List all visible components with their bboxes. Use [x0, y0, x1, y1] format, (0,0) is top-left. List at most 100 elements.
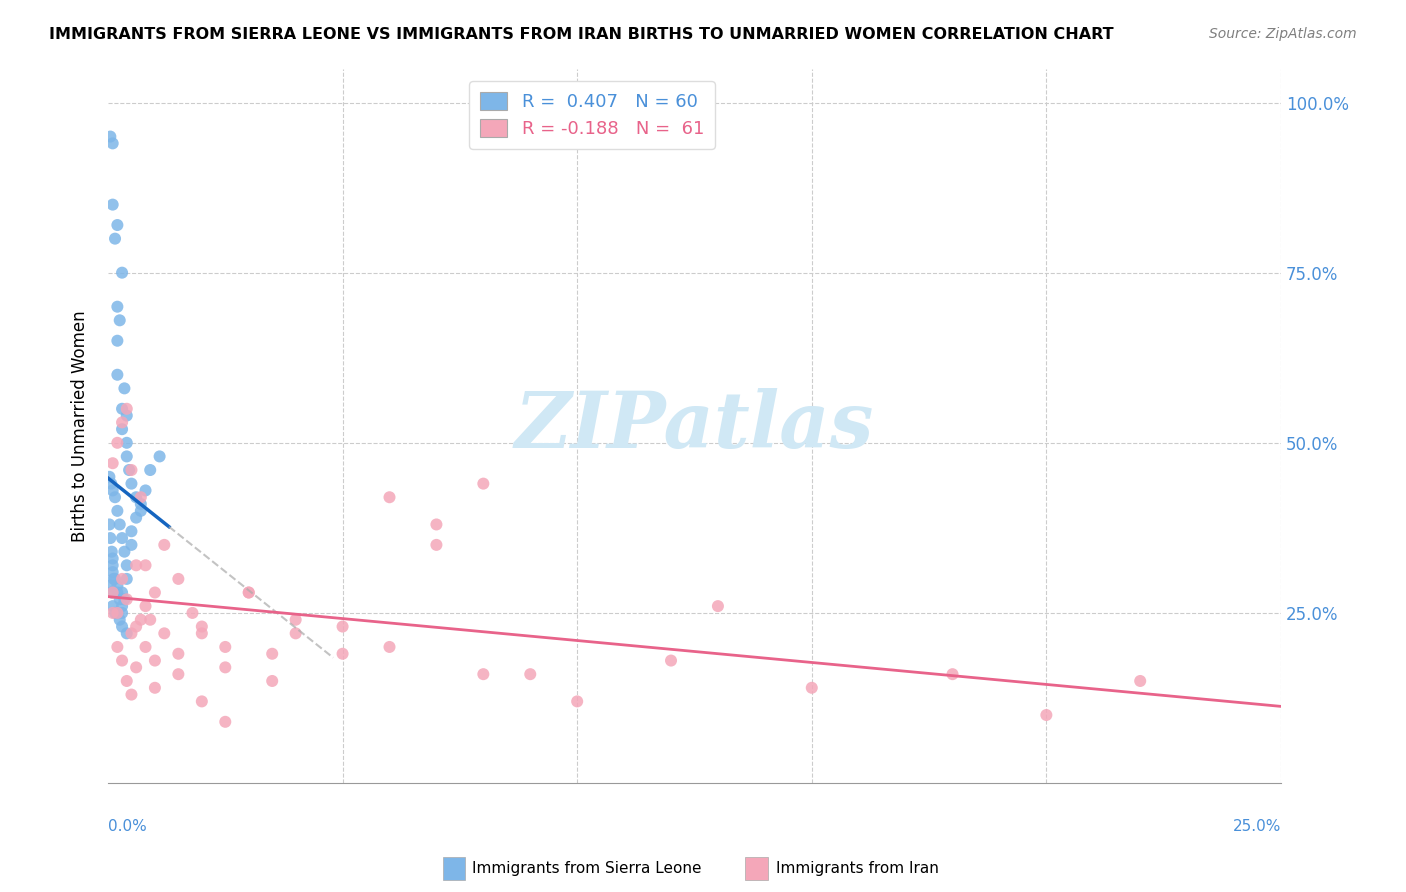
Point: [103, 572, 125, 586]
Point: [941, 667, 963, 681]
Point: [1035, 708, 1057, 723]
Point: [101, 456, 124, 470]
Point: [800, 681, 823, 695]
Point: [98, 129, 121, 144]
Point: [135, 640, 157, 654]
Point: [111, 606, 134, 620]
Point: [108, 613, 131, 627]
Point: [191, 694, 214, 708]
Point: [115, 572, 138, 586]
Point: [111, 599, 134, 614]
Text: 0.0%: 0.0%: [108, 819, 146, 834]
Point: [111, 401, 134, 416]
Point: [332, 647, 354, 661]
Point: [115, 673, 138, 688]
Point: [104, 232, 127, 246]
Point: [120, 538, 142, 552]
Point: [284, 626, 307, 640]
Point: [167, 667, 190, 681]
Point: [112, 381, 135, 395]
Point: [120, 463, 142, 477]
Point: [111, 572, 134, 586]
Point: [191, 626, 214, 640]
Point: [153, 538, 176, 552]
Point: [1129, 673, 1152, 688]
Point: [108, 517, 131, 532]
Point: [707, 599, 730, 614]
Point: [111, 422, 134, 436]
Point: [111, 416, 134, 430]
Point: [111, 531, 134, 545]
Point: [214, 714, 236, 729]
Point: [101, 565, 124, 579]
Point: [214, 660, 236, 674]
Point: [425, 538, 447, 552]
Point: [111, 585, 134, 599]
Point: [143, 681, 166, 695]
Point: [115, 401, 138, 416]
Point: [100, 476, 122, 491]
Point: [115, 592, 138, 607]
Point: [472, 476, 495, 491]
Text: IMMIGRANTS FROM SIERRA LEONE VS IMMIGRANTS FROM IRAN BIRTHS TO UNMARRIED WOMEN C: IMMIGRANTS FROM SIERRA LEONE VS IMMIGRAN…: [49, 27, 1114, 42]
Point: [262, 647, 284, 661]
Point: [100, 585, 122, 599]
Point: [105, 640, 128, 654]
Text: 25.0%: 25.0%: [1233, 819, 1281, 834]
Point: [101, 558, 124, 573]
Point: [567, 694, 589, 708]
Point: [125, 619, 148, 633]
Point: [98, 531, 121, 545]
Point: [105, 585, 128, 599]
Point: [115, 435, 138, 450]
Point: [120, 476, 142, 491]
Point: [104, 490, 127, 504]
Point: [472, 667, 495, 681]
Point: [167, 647, 190, 661]
Point: [135, 599, 157, 614]
Point: [111, 266, 134, 280]
Point: [139, 613, 162, 627]
Point: [101, 483, 124, 498]
Point: [378, 640, 401, 654]
Point: [105, 368, 128, 382]
Point: [115, 626, 138, 640]
Point: [129, 497, 152, 511]
Point: [115, 558, 138, 573]
Point: [425, 517, 447, 532]
Point: [101, 585, 124, 599]
Point: [149, 450, 172, 464]
Point: [125, 490, 148, 504]
Point: [108, 313, 131, 327]
Point: [153, 626, 176, 640]
Legend: R =  0.407   N = 60, R = -0.188   N =  61: R = 0.407 N = 60, R = -0.188 N = 61: [470, 81, 714, 149]
Point: [111, 654, 134, 668]
Point: [101, 197, 124, 211]
Point: [115, 450, 138, 464]
Text: ZIPatlas: ZIPatlas: [515, 387, 875, 464]
Point: [135, 558, 157, 573]
Point: [105, 606, 128, 620]
Point: [143, 654, 166, 668]
Y-axis label: Births to Unmarried Women: Births to Unmarried Women: [72, 310, 89, 541]
Point: [238, 585, 260, 599]
Point: [125, 558, 148, 573]
Text: Immigrants from Iran: Immigrants from Iran: [776, 862, 939, 876]
Point: [98, 470, 121, 484]
Point: [139, 463, 162, 477]
Point: [101, 136, 124, 151]
Point: [135, 483, 157, 498]
Point: [659, 654, 682, 668]
Point: [98, 517, 121, 532]
Point: [129, 490, 152, 504]
Point: [105, 504, 128, 518]
Point: [105, 435, 128, 450]
Point: [118, 463, 141, 477]
Point: [112, 592, 135, 607]
Point: [191, 619, 214, 633]
Point: [101, 551, 124, 566]
Point: [105, 334, 128, 348]
Point: [101, 599, 124, 614]
Point: [332, 619, 354, 633]
Point: [120, 688, 142, 702]
